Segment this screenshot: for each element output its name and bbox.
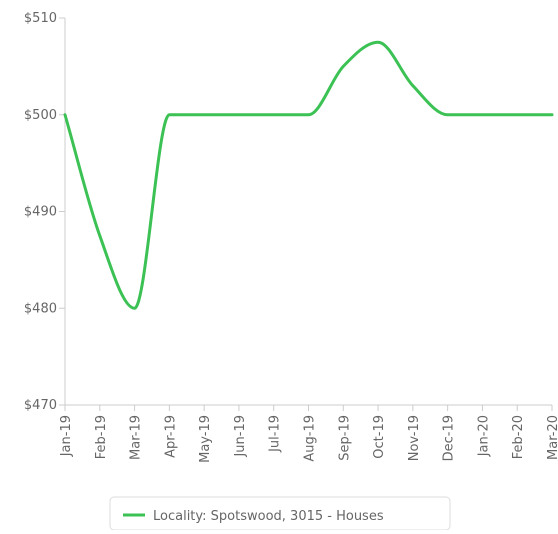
x-tick-label: Feb-20: [511, 415, 526, 459]
x-tick-label: Aug-19: [303, 415, 318, 462]
x-tick-label: Mar-20: [546, 415, 558, 460]
y-tick-label: $480: [24, 301, 57, 316]
legend-label: Locality: Spotswood, 3015 - Houses: [153, 509, 384, 524]
x-tick-label: Apr-19: [163, 415, 178, 458]
y-tick-label: $470: [24, 398, 57, 413]
x-tick-label: Oct-19: [372, 415, 387, 459]
x-tick-label: Mar-19: [129, 415, 144, 460]
x-tick-label: Nov-19: [407, 415, 422, 461]
x-tick-label: May-19: [198, 415, 213, 463]
x-tick-label: Sep-19: [337, 415, 352, 461]
x-tick-label: Jun-19: [233, 415, 248, 458]
x-tick-label: Feb-19: [94, 415, 109, 459]
y-tick-label: $510: [24, 11, 57, 26]
y-tick-label: $500: [24, 108, 57, 123]
x-tick-label: Jan-19: [59, 415, 74, 457]
x-tick-label: Jul-19: [268, 415, 283, 453]
x-tick-label: Dec-19: [442, 415, 457, 461]
series-line: [63, 40, 554, 310]
x-tick-label: Jan-20: [476, 415, 491, 457]
y-tick-label: $490: [24, 205, 57, 220]
